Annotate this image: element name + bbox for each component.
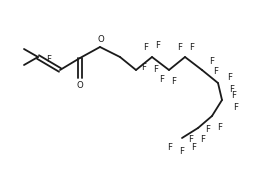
Text: F: F: [206, 125, 211, 134]
Text: F: F: [178, 42, 182, 52]
Text: F: F: [214, 67, 218, 76]
Text: F: F: [200, 135, 206, 144]
Text: F: F: [172, 76, 176, 86]
Text: F: F: [141, 64, 147, 72]
Text: F: F: [233, 103, 239, 112]
Text: F: F: [47, 55, 51, 64]
Text: F: F: [189, 42, 194, 52]
Text: F: F: [232, 90, 236, 99]
Text: F: F: [218, 123, 222, 132]
Text: F: F: [154, 64, 158, 73]
Text: F: F: [143, 42, 148, 52]
Text: F: F: [155, 41, 161, 50]
Text: F: F: [229, 84, 235, 94]
Text: F: F: [192, 143, 196, 152]
Text: F: F: [160, 75, 165, 84]
Text: F: F: [179, 147, 185, 156]
Text: F: F: [210, 57, 214, 66]
Text: F: F: [189, 135, 193, 144]
Text: O: O: [98, 35, 104, 44]
Text: F: F: [228, 72, 232, 81]
Text: F: F: [168, 143, 172, 152]
Text: O: O: [77, 81, 83, 90]
